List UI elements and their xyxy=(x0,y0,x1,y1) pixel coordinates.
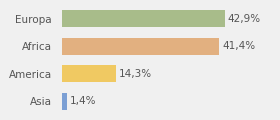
Text: 41,4%: 41,4% xyxy=(222,41,255,51)
Text: 1,4%: 1,4% xyxy=(70,96,96,106)
Bar xyxy=(62,38,219,55)
Bar xyxy=(62,93,67,110)
Text: 14,3%: 14,3% xyxy=(119,69,152,79)
Text: 42,9%: 42,9% xyxy=(228,14,261,24)
Bar xyxy=(62,65,116,82)
Bar xyxy=(62,10,225,27)
